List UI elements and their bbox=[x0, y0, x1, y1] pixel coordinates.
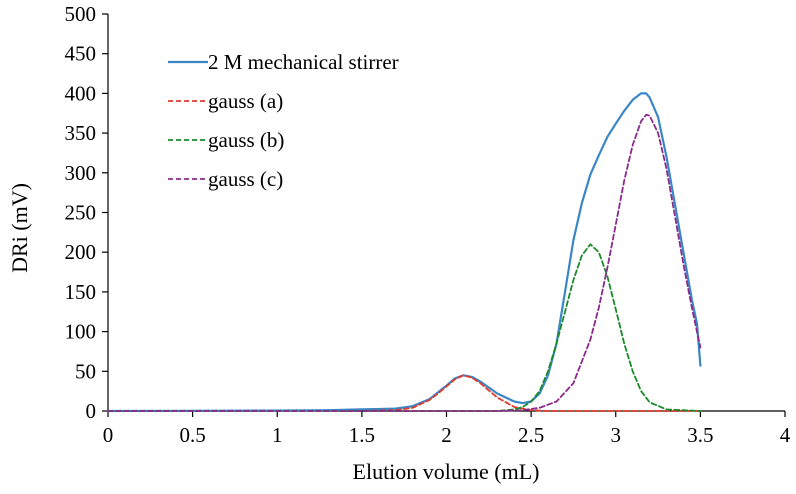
y-tick-label: 100 bbox=[65, 320, 97, 344]
y-tick-label: 200 bbox=[65, 240, 97, 264]
y-tick-label: 450 bbox=[65, 42, 97, 66]
x-tick-label: 0 bbox=[103, 423, 114, 447]
y-tick-label: 250 bbox=[65, 201, 97, 225]
y-tick-label: 350 bbox=[65, 121, 97, 145]
legend-label-1: gauss (a) bbox=[208, 89, 283, 113]
series-line-1 bbox=[107, 374, 702, 412]
y-tick-label: 0 bbox=[86, 399, 97, 423]
legend-label-2: gauss (b) bbox=[208, 128, 284, 152]
series-layer bbox=[106, 92, 702, 413]
x-tick-group: 0 0.5 1 1.5 2 2.5 3 3.5 4 bbox=[103, 411, 791, 447]
x-axis-title: Elution volume (mL) bbox=[353, 459, 540, 484]
y-axis: 0 50 100 150 200 250 300 350 400 450 500 bbox=[65, 2, 109, 423]
legend: 2 M mechanical stirrer gauss (a) gauss (b)… bbox=[168, 50, 399, 191]
legend-label-3: gauss (c) bbox=[208, 167, 283, 191]
y-tick-label: 150 bbox=[65, 280, 97, 304]
x-tick-label: 3 bbox=[611, 423, 622, 447]
y-tick-label: 500 bbox=[65, 2, 97, 26]
series-line-2 bbox=[107, 243, 702, 412]
x-axis: 0 0.5 1 1.5 2 2.5 3 3.5 4 bbox=[103, 410, 791, 447]
x-tick-label: 0.5 bbox=[180, 423, 206, 447]
y-tick-label: 300 bbox=[65, 161, 97, 185]
x-tick-label: 4 bbox=[780, 423, 791, 447]
series-line-0 bbox=[106, 92, 702, 413]
x-tick-label: 2 bbox=[441, 423, 452, 447]
x-tick-label: 1.5 bbox=[349, 423, 375, 447]
y-tick-group: 0 50 100 150 200 250 300 350 400 450 500 bbox=[65, 2, 108, 423]
x-tick-label: 3.5 bbox=[687, 423, 713, 447]
legend-label-0: 2 M mechanical stirrer bbox=[208, 50, 399, 74]
x-tick-label: 2.5 bbox=[518, 423, 544, 447]
y-tick-label: 400 bbox=[65, 81, 97, 105]
series-line-3 bbox=[107, 113, 702, 412]
y-tick-label: 50 bbox=[75, 359, 96, 383]
y-axis-title: DRi (mV) bbox=[7, 183, 32, 273]
x-tick-label: 1 bbox=[272, 423, 283, 447]
